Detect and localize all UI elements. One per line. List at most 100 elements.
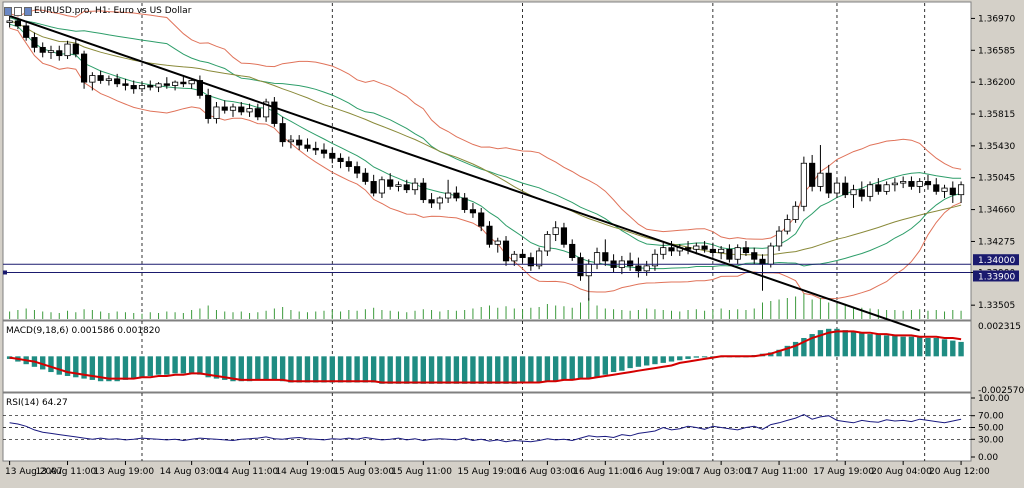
candle	[536, 247, 543, 270]
candle-body	[246, 108, 253, 113]
macd-histogram-bar	[89, 356, 96, 380]
candle	[89, 72, 96, 91]
candle	[800, 156, 807, 212]
price-panel[interactable]	[2, 1, 972, 321]
rsi-tick-label: 50.00	[978, 424, 1004, 434]
candle-body	[875, 184, 882, 192]
macd-histogram-bar	[321, 356, 327, 383]
candle	[287, 135, 295, 149]
time-tick-label: 20 Aug 12:00	[929, 467, 990, 477]
candle-body	[891, 182, 898, 186]
macd-histogram-bar	[577, 356, 584, 379]
candle	[850, 184, 857, 208]
candle-body	[6, 20, 13, 23]
candle-body	[147, 85, 154, 88]
price-label-text: 1.33900	[978, 272, 1015, 282]
candle	[726, 244, 733, 263]
candle	[445, 179, 452, 203]
macd-histogram-bar	[470, 356, 476, 384]
macd-histogram-bar	[205, 356, 211, 378]
candle	[345, 156, 352, 172]
candle	[130, 80, 137, 94]
candle-body	[453, 192, 460, 199]
candle-body	[593, 252, 601, 265]
candle	[64, 40, 71, 59]
candle-body	[345, 161, 352, 167]
macd-histogram-bar	[693, 356, 700, 358]
macd-histogram-bar	[809, 334, 815, 357]
candle-body	[221, 106, 228, 111]
macd-histogram-bar	[379, 356, 385, 384]
candle-body	[138, 85, 146, 90]
candle-body	[80, 53, 88, 83]
macd-histogram-bar	[660, 356, 666, 363]
macd-histogram-bar	[503, 356, 509, 384]
candle	[875, 178, 882, 195]
macd-histogram-bar	[875, 334, 882, 357]
macd-histogram-bar	[941, 339, 948, 357]
candle	[238, 102, 245, 116]
candle	[511, 250, 518, 266]
candle-body	[933, 184, 940, 192]
time-tick-label: 20 Aug 04:00	[871, 467, 932, 477]
chart-properties-icon[interactable]	[24, 7, 32, 16]
rsi-panel[interactable]	[2, 392, 972, 462]
candle-body	[668, 247, 675, 252]
candle	[147, 80, 154, 91]
time-tick-label: 14 Aug 11:00	[218, 467, 279, 477]
rsi-line	[9, 413, 962, 443]
macd-histogram-bar	[536, 356, 542, 383]
chart-menu-icon[interactable]	[4, 7, 12, 16]
trendline	[9, 14, 921, 332]
price-tick-label: 1.35430	[978, 142, 1015, 152]
candle	[6, 15, 13, 28]
candle	[792, 201, 799, 223]
price-tick-label: 1.36970	[978, 14, 1015, 24]
candle-body	[560, 227, 568, 245]
chart-window-icon[interactable]	[14, 7, 22, 16]
macd-histogram-bar	[106, 356, 112, 382]
candle-body	[544, 234, 551, 252]
candle-body	[734, 247, 741, 260]
candle-body	[527, 257, 534, 267]
candle-body	[354, 166, 361, 174]
candle-body	[957, 184, 965, 196]
macd-histogram-bar	[519, 356, 526, 383]
candle-body	[312, 147, 319, 151]
macd-histogram-bar	[155, 356, 162, 375]
candle	[395, 181, 402, 192]
candle	[31, 32, 38, 53]
candle-body	[502, 240, 510, 262]
candle	[296, 135, 303, 150]
candle	[122, 78, 129, 91]
price-tick-label: 1.34660	[978, 206, 1015, 216]
rsi-layer	[3, 413, 971, 443]
candle-body	[130, 85, 137, 90]
candle-body	[767, 245, 774, 265]
candle-body	[825, 172, 832, 194]
rsi-tick-label: 100.00	[978, 394, 1010, 404]
macd-histogram-bar	[279, 356, 286, 382]
candle-body	[461, 197, 468, 210]
rsi-label: RSI(14) 64.27	[6, 398, 68, 408]
candle	[246, 103, 253, 117]
macd-histogram-bar	[792, 341, 799, 357]
candle-body	[196, 80, 203, 96]
candle	[866, 181, 874, 202]
macd-histogram-bar	[635, 356, 642, 367]
macd-histogram-bar	[114, 356, 120, 382]
candle	[651, 249, 659, 271]
candle-body	[809, 162, 816, 187]
macd-histogram-bar	[122, 356, 129, 380]
macd-histogram-bar	[354, 356, 360, 383]
price-label-box	[973, 254, 1019, 266]
candle-body	[478, 212, 485, 227]
candle	[949, 181, 956, 203]
candle-body	[469, 209, 477, 214]
macd-histogram-bar	[668, 356, 675, 362]
candle-body	[775, 230, 783, 247]
candle	[80, 50, 88, 89]
candle-body	[23, 25, 30, 38]
